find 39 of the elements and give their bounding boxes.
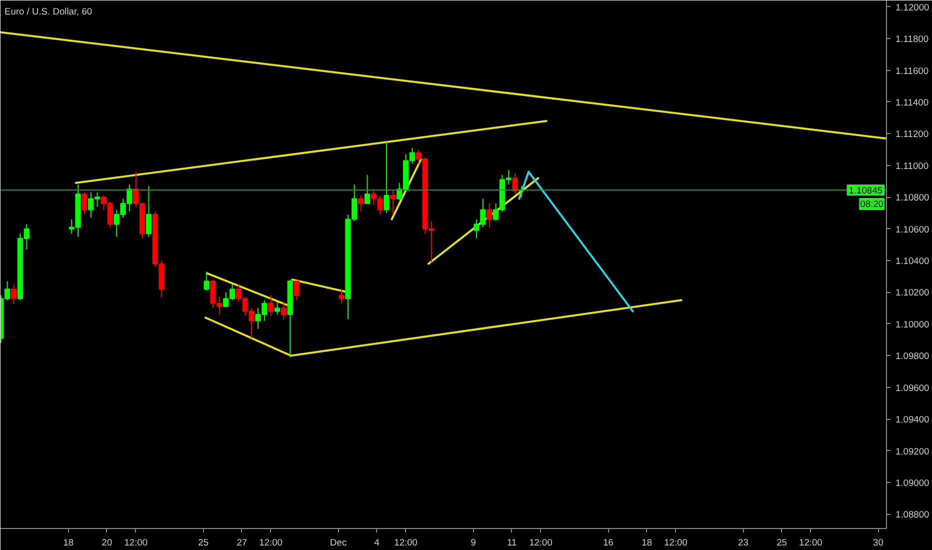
x-tick-label: 4 <box>374 538 380 548</box>
x-tick-label: 12:00 <box>259 538 283 548</box>
y-tick-label: 1.09600 <box>896 382 930 393</box>
y-tick-label: 1.11400 <box>896 97 929 108</box>
x-tick-label: 27 <box>236 538 248 548</box>
x-tick-label: 25 <box>776 538 787 548</box>
x-tick-label: 20 <box>102 538 112 548</box>
y-tick-label: 1.10400 <box>896 256 930 266</box>
x-tick-label: 9 <box>470 538 476 548</box>
x-tick-label: 30 <box>873 538 884 548</box>
x-tick-label: 12:00 <box>664 538 688 548</box>
y-tick-label: 1.10600 <box>896 224 930 234</box>
x-tick-label: 11 <box>507 538 517 548</box>
y-tick-label: 1.09000 <box>896 478 930 488</box>
text: Euro / U.S. Dollar, 60 <box>4 6 92 16</box>
y-tick-label: 1.09800 <box>896 351 930 362</box>
x-tick-label: 16 <box>603 538 614 548</box>
x-tick-label: 25 <box>198 538 209 548</box>
x-tick-label: 12:00 <box>124 538 148 548</box>
x-tick-label: 18 <box>63 538 74 548</box>
ref-line-label: 1.10845 <box>848 185 883 196</box>
annotation: 08:20 <box>860 198 884 209</box>
x-tick-label: 12:00 <box>394 538 418 548</box>
x-tick-label: 12:00 <box>799 538 822 548</box>
y-tick-label: 1.09200 <box>896 446 930 456</box>
y-tick-label: 1.11800 <box>896 34 929 44</box>
y-tick-label: 1.09400 <box>896 414 930 425</box>
x-tick-label: 23 <box>738 538 748 548</box>
y-tick-label: 1.10000 <box>896 319 930 330</box>
y-tick-label: 1.10800 <box>896 192 930 203</box>
x-tick-label: Dec <box>330 538 347 548</box>
y-tick-label: 1.08800 <box>896 510 930 520</box>
x-tick-label: 12:00 <box>529 538 552 548</box>
y-tick-label: 1.10200 <box>896 288 930 298</box>
y-tick-label: 1.11600 <box>896 66 929 76</box>
y-tick-label: 1.11000 <box>896 160 929 171</box>
y-tick-label: 1.11200 <box>896 129 929 140</box>
x-tick-label: 18 <box>642 538 652 548</box>
y-tick-label: 1.12000 <box>896 2 930 12</box>
